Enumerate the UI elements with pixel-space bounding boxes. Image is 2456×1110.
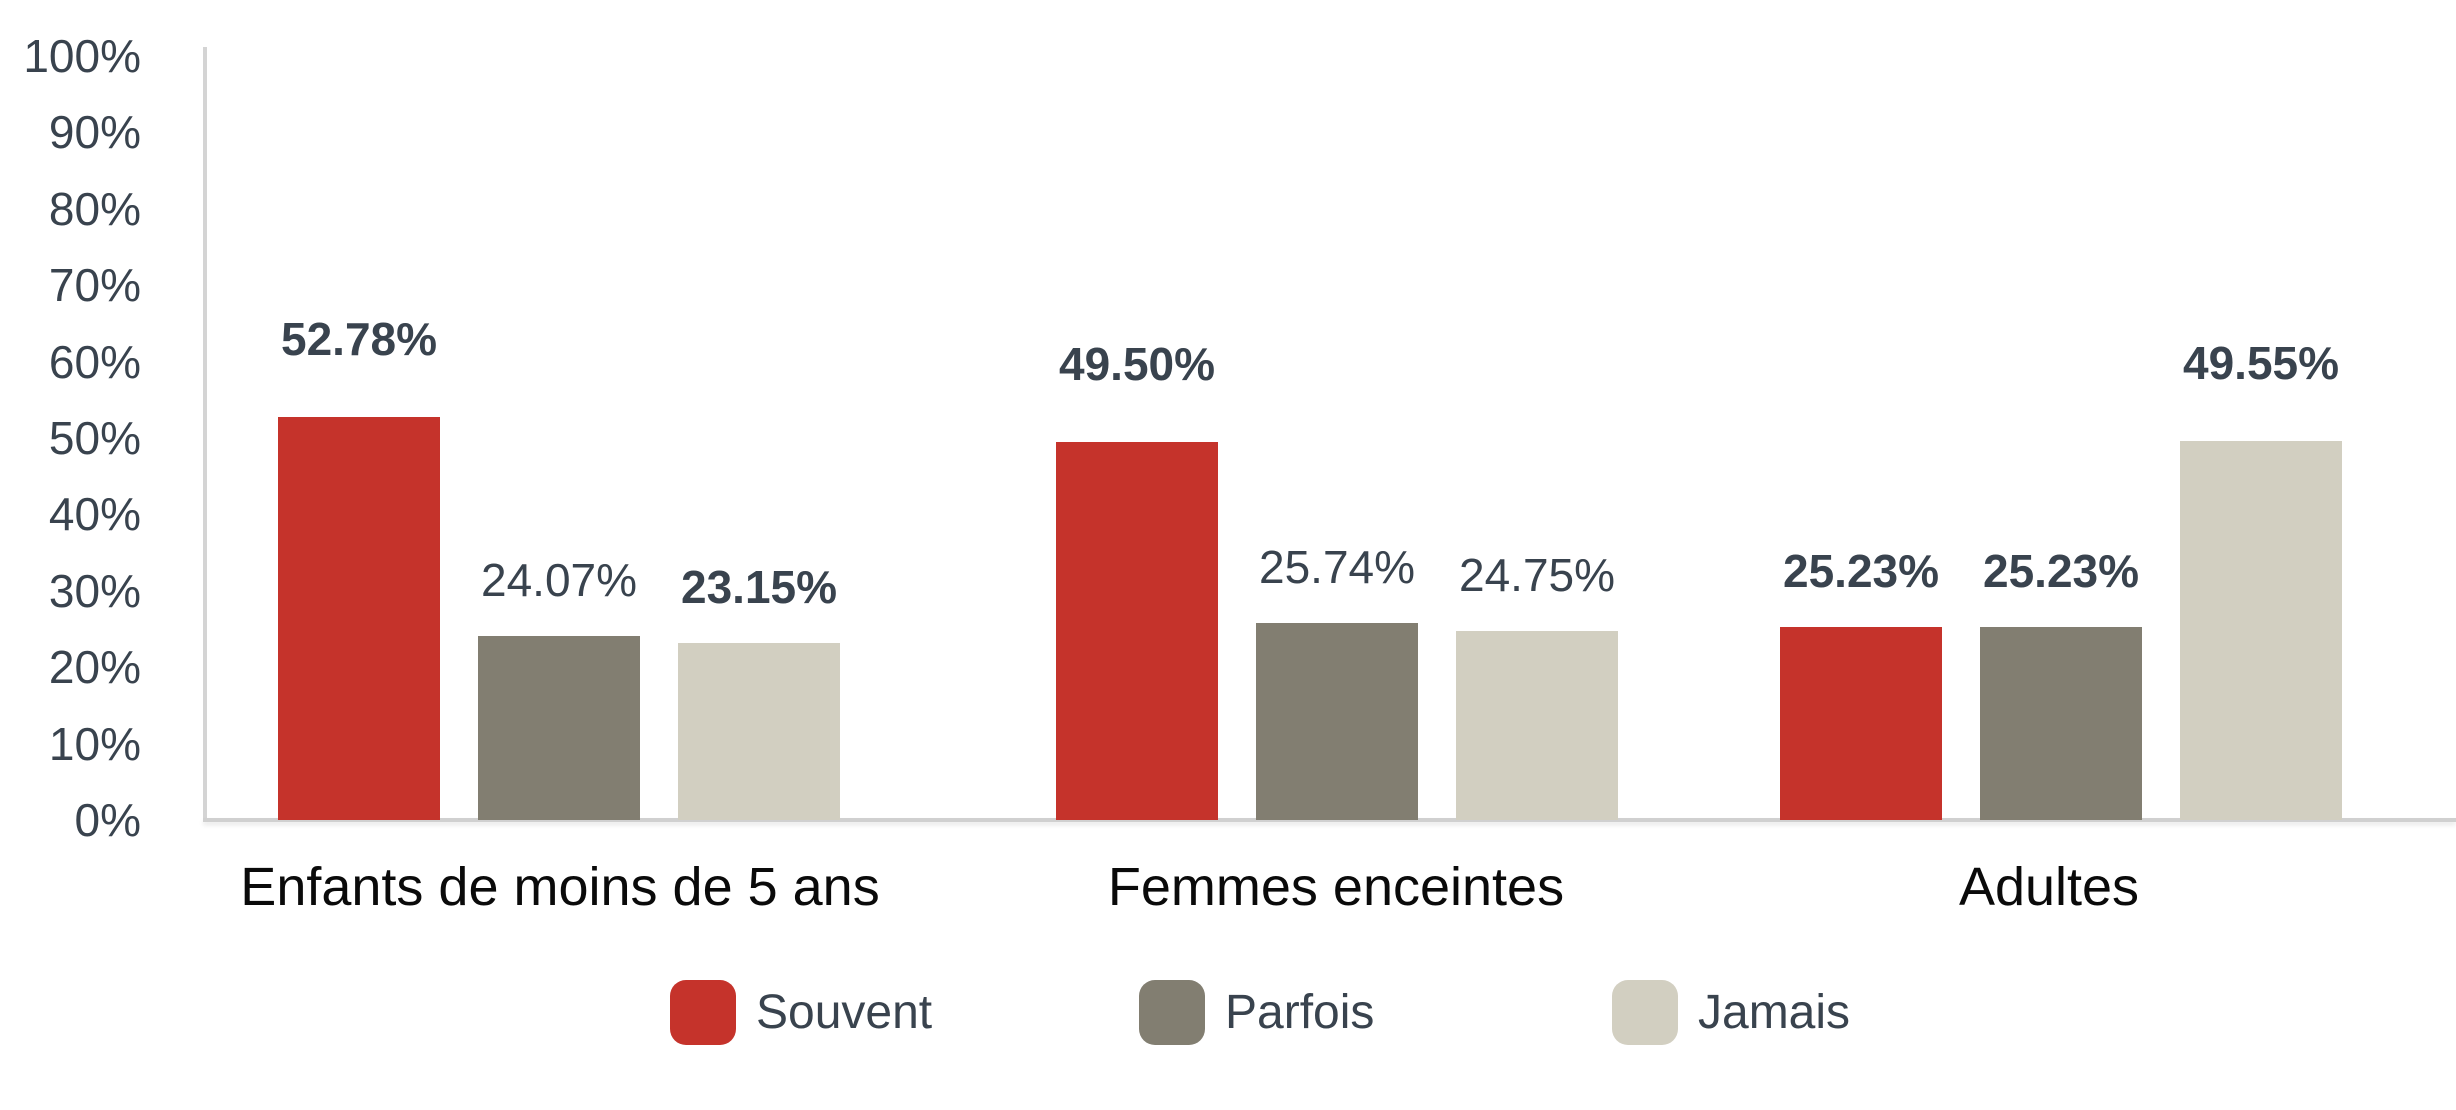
y-axis-tick-label: 0%: [74, 794, 141, 846]
value-label: 25.23%: [1982, 545, 2140, 598]
y-axis-tick-label: 30%: [48, 564, 141, 617]
legend-label-souvent: Souvent: [756, 986, 933, 1039]
value-label: 25.74%: [1258, 541, 1416, 594]
category-label: Femmes enceintes: [1107, 857, 1565, 917]
y-axis-tick-label: 70%: [48, 259, 141, 312]
legend-swatch-souvent: [670, 980, 736, 1045]
bar-jamais-group-1: [678, 643, 840, 820]
y-axis-tick-label: 80%: [48, 182, 141, 235]
bar-parfois-group-3: [1980, 627, 2142, 820]
category-label: Enfants de moins de 5 ans: [240, 857, 880, 917]
bar-souvent-group-2: [1056, 441, 1218, 820]
bar-souvent-group-1: [278, 416, 440, 820]
value-label: 25.23%: [1782, 545, 1940, 598]
legend-swatch-jamais: [1612, 980, 1678, 1045]
y-axis-line: [203, 47, 207, 822]
bar-parfois-group-1: [478, 636, 640, 820]
value-label: 23.15%: [680, 561, 838, 614]
value-label: 24.75%: [1458, 548, 1616, 601]
y-axis-tick-label: 10%: [48, 717, 141, 770]
y-axis-tick-label: 40%: [48, 488, 141, 541]
legend-label-parfois: Parfois: [1225, 986, 1375, 1039]
value-label: 49.55%: [2182, 337, 2340, 390]
legend-label-jamais: Jamais: [1698, 986, 1851, 1039]
value-label: 52.78%: [280, 312, 438, 365]
bar-parfois-group-2: [1256, 623, 1418, 820]
value-label: 49.50%: [1058, 337, 1216, 390]
legend-swatch-parfois: [1139, 980, 1205, 1045]
bar-souvent-group-3: [1780, 627, 1942, 820]
bar-jamais-group-3: [2180, 441, 2342, 820]
x-axis-baseline: [203, 818, 2456, 822]
value-label: 24.07%: [480, 554, 638, 607]
bar-jamais-group-2: [1456, 630, 1618, 820]
category-label: Adultes: [1958, 857, 2140, 917]
y-axis-tick-label: 90%: [48, 106, 141, 159]
y-axis-tick-label: 20%: [48, 641, 141, 694]
y-axis-tick-label: 100%: [23, 30, 141, 82]
y-axis-tick-label: 60%: [48, 335, 141, 388]
y-axis-tick-label: 50%: [48, 412, 141, 464]
